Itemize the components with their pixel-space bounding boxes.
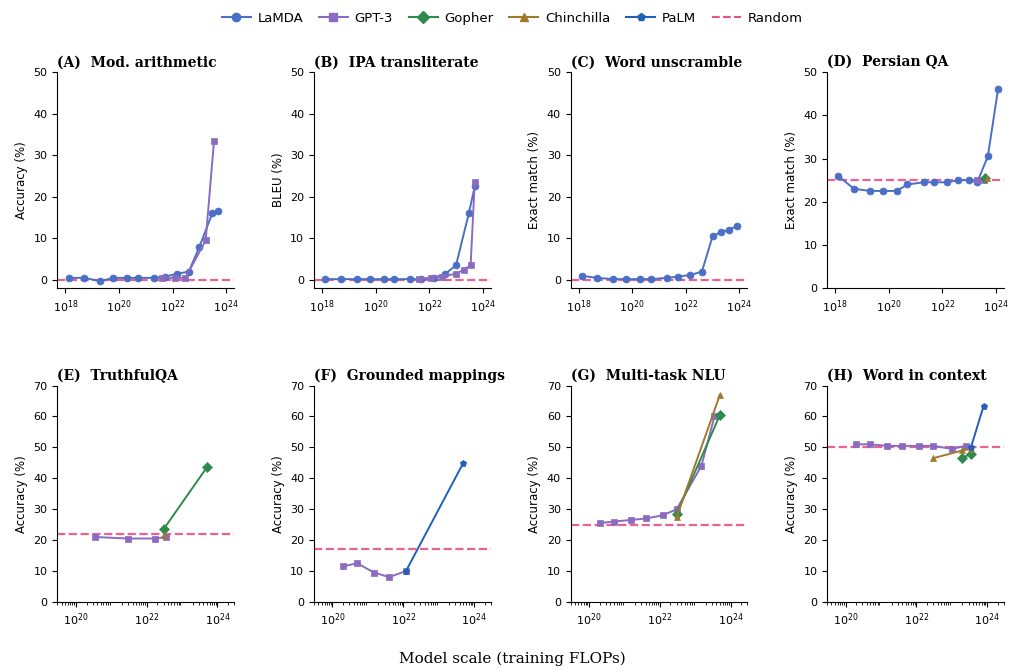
Y-axis label: Exact match (%): Exact match (%) — [784, 131, 798, 229]
Y-axis label: Exact match (%): Exact match (%) — [528, 131, 541, 229]
Text: (B)  IPA transliterate: (B) IPA transliterate — [314, 56, 478, 70]
Text: (E)  TruthfulQA: (E) TruthfulQA — [57, 369, 178, 383]
Y-axis label: Accuracy (%): Accuracy (%) — [528, 455, 541, 533]
Y-axis label: Accuracy (%): Accuracy (%) — [15, 141, 28, 219]
Y-axis label: BLEU (%): BLEU (%) — [271, 153, 285, 208]
Y-axis label: Accuracy (%): Accuracy (%) — [15, 455, 28, 533]
Legend: LaMDA, GPT-3, Gopher, Chinchilla, PaLM, Random: LaMDA, GPT-3, Gopher, Chinchilla, PaLM, … — [216, 7, 808, 30]
Y-axis label: Accuracy (%): Accuracy (%) — [271, 455, 285, 533]
Text: (F)  Grounded mappings: (F) Grounded mappings — [314, 369, 505, 383]
Text: (G)  Multi-task NLU: (G) Multi-task NLU — [570, 369, 725, 383]
Text: (H)  Word in context: (H) Word in context — [827, 369, 987, 383]
Text: (A)  Mod. arithmetic: (A) Mod. arithmetic — [57, 56, 217, 70]
Text: Model scale (training FLOPs): Model scale (training FLOPs) — [398, 652, 626, 666]
Text: (D)  Persian QA: (D) Persian QA — [827, 55, 948, 70]
Y-axis label: Accuracy (%): Accuracy (%) — [784, 455, 798, 533]
Text: (C)  Word unscramble: (C) Word unscramble — [570, 56, 741, 70]
